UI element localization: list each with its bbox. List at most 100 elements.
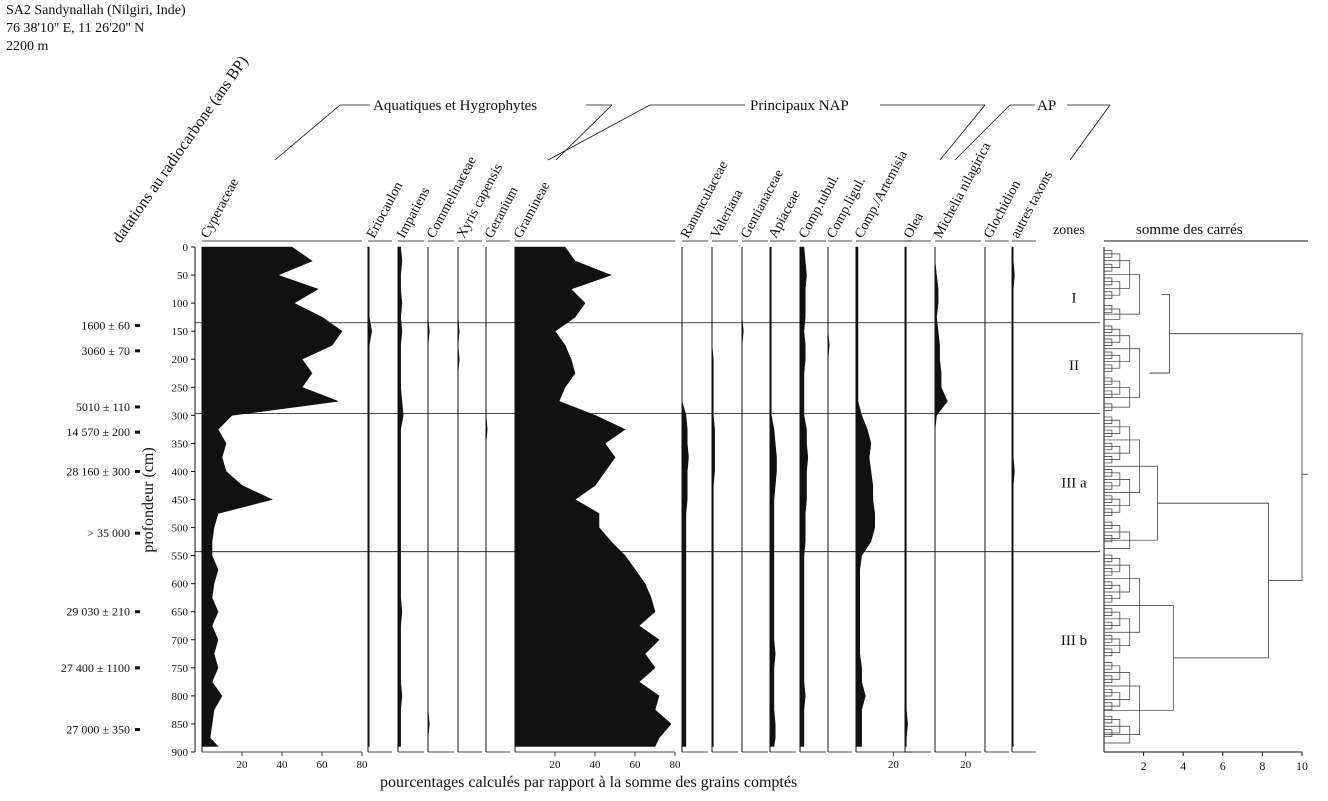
group-leader-line (1069, 104, 1111, 161)
radiocarbon-date-marker (135, 610, 140, 614)
depth-tick-label: 50 (177, 270, 189, 282)
taxon-area (741, 247, 744, 747)
depth-tick-label: 800 (172, 691, 189, 703)
dendrogram-tick-label: 10 (1296, 759, 1308, 773)
depth-tick-label: 600 (172, 579, 189, 591)
depth-tick-label: 300 (172, 410, 189, 422)
taxon-group-label: Principaux NAP (750, 98, 849, 114)
taxon-area (855, 246, 875, 747)
depth-tick-label: 0 (183, 242, 189, 254)
taxon-area (514, 246, 672, 747)
depth-tick-label: 400 (172, 466, 189, 478)
taxon-name: Olea (901, 210, 927, 241)
radiocarbon-date-marker (135, 430, 140, 434)
depth-tick-label: 250 (172, 382, 189, 394)
taxon-area (769, 246, 777, 747)
dendrogram-branch (1104, 605, 1174, 711)
dendrogram-branch (1157, 502, 1269, 659)
depth-tick-label: 550 (172, 551, 189, 563)
taxon-scale-label: 80 (357, 759, 369, 771)
taxon-scale-label: 20 (960, 759, 972, 771)
depth-tick-label: 750 (172, 663, 189, 675)
taxon-scale-label: 60 (317, 759, 329, 771)
zone-label: III b (1061, 633, 1087, 649)
site-altitude: 2200 m (6, 39, 49, 54)
depth-tick-label: 200 (172, 354, 189, 366)
taxon-area (457, 247, 460, 747)
taxon-area (799, 246, 809, 747)
radiocarbon-date-label: 1600 ± 60 (81, 319, 130, 333)
site-coordinates: 76 38'10'' E, 11 26'20'' N (6, 21, 145, 36)
taxon-area (827, 247, 830, 747)
dendrogram-branch (1104, 348, 1140, 398)
depth-tick-label: 500 (172, 523, 189, 535)
zones-title: zones (1053, 223, 1085, 238)
taxon-scale-label: 20 (888, 759, 900, 771)
dendrogram-tick-label: 6 (1220, 759, 1226, 773)
x-axis-caption: pourcentages calculés par rapport à la s… (380, 774, 798, 791)
zone-label: II (1069, 358, 1079, 374)
taxon-scale-label: 20 (550, 759, 562, 771)
radiocarbon-date-marker (135, 324, 140, 328)
radiocarbon-date-marker (135, 405, 140, 409)
radiocarbon-date-label: 27 400 ± 1100 (61, 661, 130, 675)
radiocarbon-date-marker (135, 469, 140, 473)
taxon-area (934, 247, 948, 747)
dendrogram-tick-label: 2 (1141, 759, 1147, 773)
taxon-scale-label: 80 (670, 759, 682, 771)
radiocarbon-date-label: 5010 ± 110 (76, 400, 130, 414)
taxon-area (367, 246, 372, 747)
radiocarbon-date-marker (135, 728, 140, 732)
zone-label: I (1072, 291, 1077, 307)
taxon-area (1011, 246, 1015, 747)
depth-tick-label: 850 (172, 719, 189, 731)
radiocarbon-date-marker (135, 531, 140, 535)
depth-tick-label: 150 (172, 326, 189, 338)
depth-tick-label: 700 (172, 635, 189, 647)
zone-label: III a (1061, 476, 1087, 492)
radiocarbon-date-label: 29 030 ± 210 (66, 605, 130, 619)
dates-axis-title: datations au radiocarbone (ans BP) (109, 53, 251, 246)
taxon-group-label: AP (1037, 98, 1056, 114)
site-name: SA2 Sandynallah (Nilgiri, Inde) (6, 3, 186, 18)
taxon-group-label: Aquatiques et Hygrophytes (373, 98, 537, 114)
taxon-area (397, 246, 404, 747)
group-leader-line (939, 104, 986, 161)
taxon-area (427, 247, 430, 747)
radiocarbon-date-marker (135, 666, 140, 670)
dendrogram-branch (1104, 274, 1140, 315)
group-leader-line (274, 104, 341, 161)
taxon-name: Cyperaceae (198, 176, 242, 241)
taxon-scale-label: 40 (277, 759, 289, 771)
depth-tick-label: 350 (172, 438, 189, 450)
taxon-area (201, 246, 343, 747)
taxon-scale-label: 20 (237, 759, 249, 771)
taxon-name: autres taxons (1008, 169, 1056, 241)
taxon-area (681, 247, 689, 747)
group-leader-line (954, 104, 1011, 161)
dendrogram-branch (1169, 333, 1303, 581)
depth-tick-label: 650 (172, 607, 189, 619)
dendrogram-title: somme des carrés (1136, 222, 1243, 238)
dendrogram-tick-label: 8 (1259, 759, 1265, 773)
dendrogram-branch (1149, 293, 1170, 374)
taxon-scale-label: 60 (630, 759, 642, 771)
dendrogram-branch (1104, 465, 1158, 541)
depth-axis-title: profondeur (cm) (140, 447, 157, 552)
depth-tick-label: 900 (172, 747, 189, 759)
radiocarbon-date-label: 3060 ± 70 (81, 344, 130, 358)
group-leader-line (547, 104, 651, 161)
taxon-scale-label: 40 (590, 759, 602, 771)
group-leader-line (555, 104, 613, 161)
taxon-area (904, 246, 908, 747)
depth-tick-label: 450 (172, 495, 189, 507)
radiocarbon-date-label: > 35 000 (87, 526, 130, 540)
dendrogram-tick-label: 4 (1180, 759, 1186, 773)
radiocarbon-date-marker (135, 349, 140, 353)
depth-tick-label: 100 (172, 298, 189, 310)
radiocarbon-date-label: 27 000 ± 350 (66, 723, 130, 737)
radiocarbon-date-label: 28 160 ± 300 (66, 464, 130, 478)
taxon-area (711, 247, 715, 747)
